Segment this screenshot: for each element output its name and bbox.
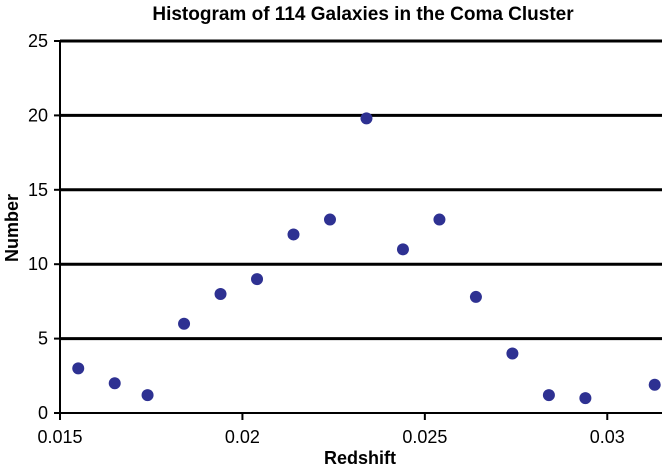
data-point-6 <box>251 273 264 286</box>
data-point-13 <box>506 347 519 360</box>
x-tick-label-0.02: 0.02 <box>225 427 260 447</box>
y-tick-labels: 0 5 10 15 20 25 <box>28 31 48 423</box>
data-point-12 <box>469 290 482 303</box>
y-tick-label-5: 5 <box>38 329 48 349</box>
y-axis-title: Number <box>2 194 22 262</box>
data-points <box>72 112 661 405</box>
data-point-7 <box>287 228 300 241</box>
data-point-16 <box>648 378 661 391</box>
y-tick-label-15: 15 <box>28 180 48 200</box>
data-point-2 <box>108 377 121 390</box>
grid-lines <box>60 39 662 341</box>
y-tick-label-10: 10 <box>28 254 48 274</box>
x-tick-label-0.025: 0.025 <box>402 427 447 447</box>
data-point-4 <box>178 317 191 330</box>
x-tick-labels: 0.015 0.02 0.025 0.03 <box>37 427 624 447</box>
y-tick-label-20: 20 <box>28 105 48 125</box>
x-tick-label-0.015: 0.015 <box>37 427 82 447</box>
axes <box>54 40 662 420</box>
data-point-15 <box>579 392 592 405</box>
data-point-8 <box>323 213 336 226</box>
data-point-5 <box>214 287 227 300</box>
x-tick-label-0.03: 0.03 <box>590 427 625 447</box>
x-axis-title: Redshift <box>324 448 396 466</box>
data-point-14 <box>542 389 555 402</box>
y-tick-label-25: 25 <box>28 31 48 51</box>
data-point-10 <box>396 243 409 256</box>
data-point-9 <box>360 112 373 125</box>
data-point-1 <box>72 362 85 375</box>
data-point-11 <box>433 213 446 226</box>
chart-title: Histogram of 114 Galaxies in the Coma Cl… <box>152 4 574 25</box>
data-point-3 <box>141 389 154 402</box>
y-tick-label-0: 0 <box>38 403 48 423</box>
